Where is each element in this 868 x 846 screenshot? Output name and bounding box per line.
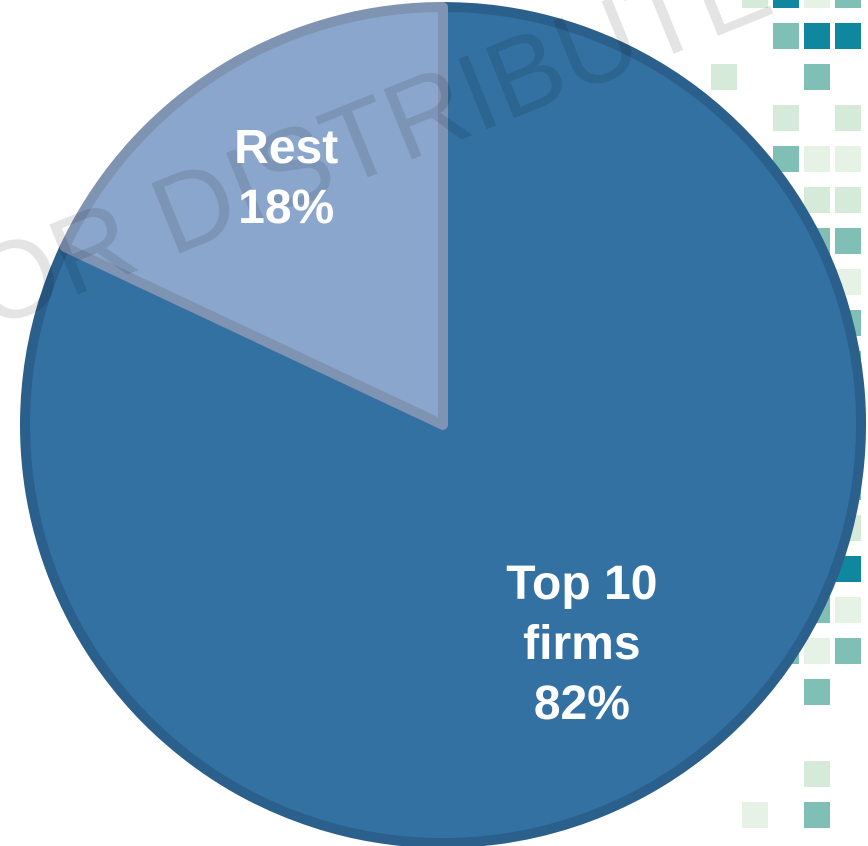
decor-square [835,146,861,172]
decor-square [804,0,830,8]
decor-square [804,761,830,787]
decor-square [835,228,861,254]
chart: OR DISTRIBUTE [0,0,868,846]
decor-square [804,23,830,49]
slice-category: Top 10 firms [472,554,692,674]
decor-square [804,187,830,213]
decor-square [773,0,799,8]
decor-square [835,0,861,8]
decor-square [742,802,768,828]
decor-square [835,23,861,49]
decor-square [773,105,799,131]
decor-square [835,597,861,623]
decor-square [804,679,830,705]
page: OR DISTRIBUTE (() => { const data = JSON… [0,0,868,846]
decor-square [804,802,830,828]
decor-square [835,638,861,664]
decor-square [804,146,830,172]
decor-square [804,64,830,90]
slice-category: Rest [176,118,396,178]
slice-value: 18% [176,178,396,238]
decor-square [804,638,830,664]
decor-square [711,64,737,90]
slice-value: 82% [472,674,692,734]
decor-square [835,105,861,131]
decor-square [835,187,861,213]
